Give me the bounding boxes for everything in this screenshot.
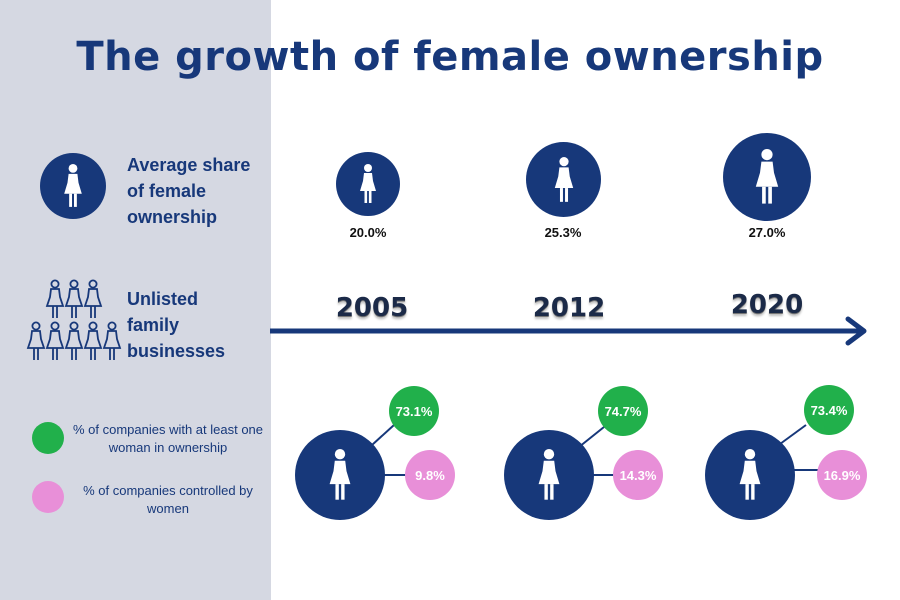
female-figure-icon xyxy=(64,164,82,207)
year-label-2005: 2005 xyxy=(335,293,409,323)
family-circle-2012 xyxy=(504,430,594,520)
female-figure-icon xyxy=(739,449,761,500)
female-figure-icon xyxy=(329,449,351,500)
page-title: The growth of female ownership xyxy=(76,34,824,80)
legend-green-dot xyxy=(32,422,64,454)
year-label-2020: 2020 xyxy=(730,290,804,320)
share-value-2012: 25.3% xyxy=(544,225,582,240)
share-circle-2005 xyxy=(336,152,400,216)
one-woman-bubble-2020: 73.4% xyxy=(804,385,854,435)
female-figure-icon xyxy=(538,449,560,500)
year-label-2012: 2012 xyxy=(532,293,606,323)
legend-family-text: Unlisted family businesses xyxy=(127,289,226,361)
controlled-bubble-2020: 16.9% xyxy=(817,450,867,500)
share-circle-2012 xyxy=(526,142,601,217)
share-circle-2020 xyxy=(723,133,811,221)
controlled-bubble-2005: 9.8% xyxy=(405,450,455,500)
legend-pink-dot xyxy=(32,481,64,513)
female-figure-icon xyxy=(360,164,376,203)
legend-pink-text: % of companies controlled by women xyxy=(83,483,253,516)
family-circle-2005 xyxy=(295,430,385,520)
controlled-bubble-2012: 14.3% xyxy=(613,450,663,500)
family-circle-2020 xyxy=(705,430,795,520)
share-value-2020: 27.0% xyxy=(748,225,786,240)
female-figure-icon xyxy=(755,149,779,204)
legend-average-share-text: Average share of female ownership xyxy=(127,155,251,227)
one-woman-bubble-2005: 73.1% xyxy=(389,386,439,436)
legend-average-share-circle xyxy=(40,153,106,219)
legend-green-text: % of companies with at least one woman i… xyxy=(72,422,264,455)
one-woman-bubble-2012: 74.7% xyxy=(598,386,648,436)
female-figure-icon xyxy=(554,156,573,202)
share-value-2005: 20.0% xyxy=(349,225,387,240)
